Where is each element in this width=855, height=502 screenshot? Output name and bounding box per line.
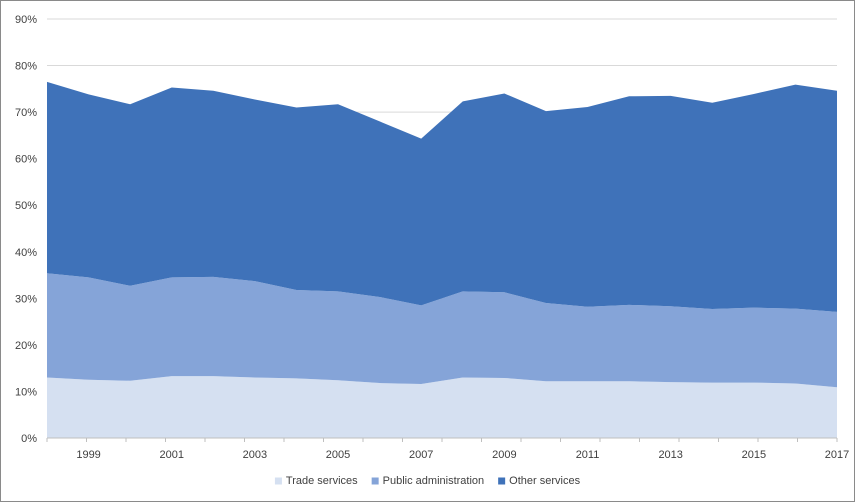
legend-swatch-public-administration (371, 477, 379, 485)
x-tick-label: 2007 (409, 449, 433, 461)
x-tick-label: 2013 (658, 449, 682, 461)
y-tick-label: 60% (15, 154, 37, 166)
y-tick-label: 30% (15, 293, 37, 305)
y-tick-label: 0% (21, 433, 37, 445)
legend: Trade services Public administration Other… (274, 475, 581, 487)
y-tick-label: 40% (15, 247, 37, 259)
x-tick-label: 2001 (159, 449, 183, 461)
y-tick-label: 20% (15, 340, 37, 352)
legend-label-other-services: Other services (509, 475, 580, 487)
legend-swatch-trade-services (274, 477, 282, 485)
x-tick-label: 2011 (576, 449, 600, 461)
area-public-administration (47, 273, 837, 388)
y-tick-label: 50% (15, 200, 37, 212)
legend-label-trade-services: Trade services (286, 475, 358, 487)
x-tick-label: 2003 (243, 449, 267, 461)
y-tick-label: 80% (15, 61, 37, 73)
legend-label-public-administration: Public administration (383, 475, 485, 487)
legend-swatch-other-services (498, 477, 506, 485)
y-tick-label: 10% (15, 386, 37, 398)
y-tick-labels: 0% 10% 20% 30% 40% 50% 60% 70% 80% 90% (15, 14, 37, 445)
x-tick-label: 2009 (492, 449, 516, 461)
x-tick-label: 2005 (326, 449, 350, 461)
x-tick-label: 2015 (742, 449, 766, 461)
y-tick-label: 90% (15, 14, 37, 26)
area-other-services (47, 81, 837, 312)
y-tick-label: 70% (15, 107, 37, 119)
area-series (47, 81, 837, 438)
x-tick-label: 1999 (76, 449, 100, 461)
area-trade-services (47, 376, 837, 438)
x-tick-label: 2017 (825, 449, 849, 461)
x-tick-labels: 1999 2001 2003 2005 2007 2009 2011 2013 2015 2017 (76, 449, 849, 461)
axes (46, 437, 838, 442)
